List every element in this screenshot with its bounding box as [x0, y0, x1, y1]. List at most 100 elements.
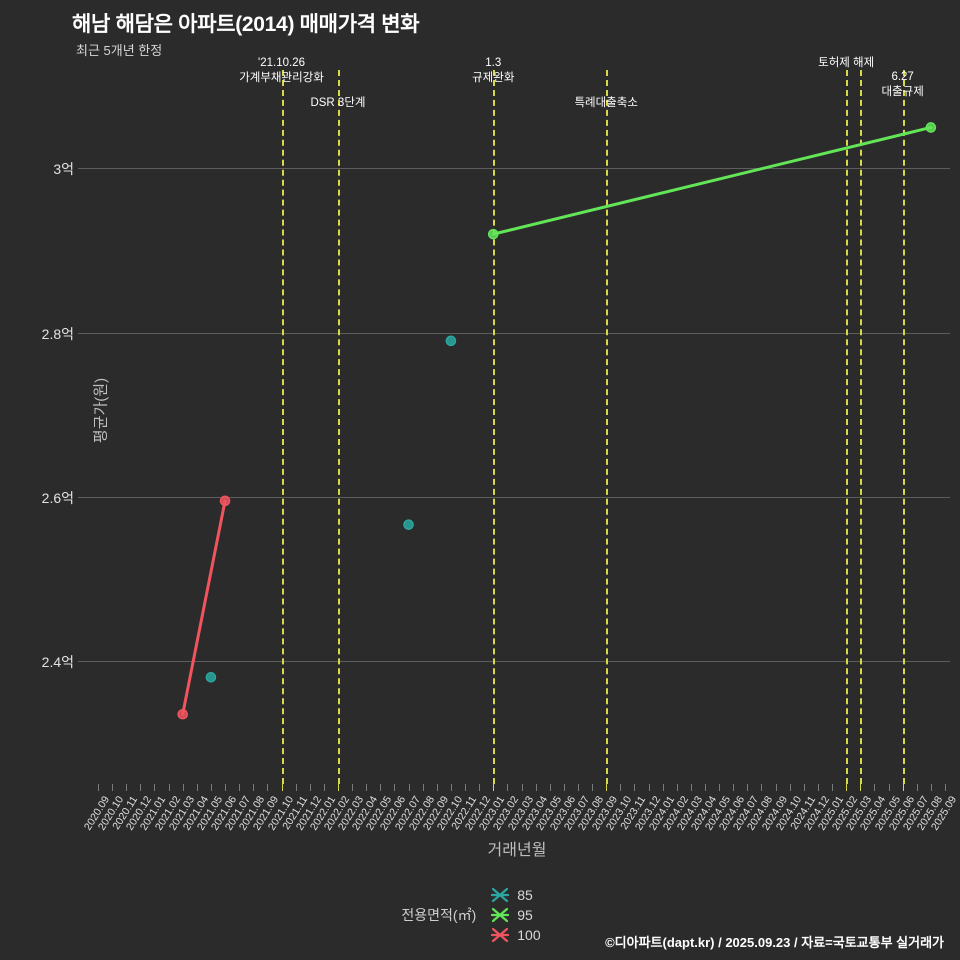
x-axis-tick-mark	[140, 784, 142, 791]
event-line	[281, 70, 284, 784]
x-axis-tick-mark	[620, 784, 622, 791]
legend-marker-icon	[491, 907, 510, 923]
event-label-text: DSR 3단계	[310, 97, 366, 109]
x-axis-tick-mark	[154, 784, 156, 791]
x-axis-tick-mark	[719, 784, 721, 791]
x-axis-tick-mark	[323, 784, 325, 791]
y-axis-tick-mark	[78, 332, 84, 334]
x-axis-tick-mark	[337, 784, 339, 791]
event-label-text: 토허제 해제	[818, 57, 875, 69]
y-axis-tick-label: 2.4억	[41, 653, 74, 670]
event-line	[902, 70, 905, 784]
x-axis-tick-mark	[634, 784, 636, 791]
event-line	[846, 70, 849, 784]
data-point[interactable]	[925, 122, 937, 133]
x-axis-tick-mark	[408, 784, 410, 791]
event-label: 특례대출축소	[574, 96, 637, 111]
data-point[interactable]	[177, 708, 188, 720]
event-label: '21.10.26 가계부채관리강화	[239, 56, 324, 86]
data-point[interactable]	[403, 519, 414, 530]
x-axis-tick-mark	[577, 784, 579, 791]
event-label: DSR 3단계	[310, 96, 365, 111]
legend-label: 95	[517, 907, 533, 923]
gridline	[84, 168, 950, 170]
x-axis-tick-mark	[225, 784, 227, 791]
x-axis-tick-mark	[168, 784, 170, 791]
legend-items: 85 95 100	[490, 885, 558, 945]
x-axis-tick-mark	[902, 784, 904, 791]
x-axis-tick-mark	[945, 784, 946, 791]
x-axis-tick-mark	[648, 784, 650, 791]
event-label-text: 특례대출축소	[574, 97, 638, 109]
data-point[interactable]	[219, 495, 231, 507]
x-axis-tick-mark	[761, 784, 763, 791]
x-axis-tick-mark	[874, 784, 876, 791]
legend-item[interactable]: 95	[490, 905, 540, 925]
event-line	[606, 70, 609, 784]
x-axis-tick-mark	[112, 784, 114, 791]
y-axis-tick-mark	[78, 660, 84, 662]
x-axis-tick-mark	[606, 784, 608, 791]
event-label-text: 대출규제	[881, 86, 924, 98]
x-axis-tick-mark	[281, 784, 283, 791]
x-axis-tick-mark	[592, 784, 594, 791]
x-axis-tick-mark	[253, 784, 255, 791]
x-axis-tick-mark	[733, 784, 735, 791]
y-axis-tick-mark	[78, 168, 84, 170]
gridline	[84, 660, 950, 662]
event-label-date: '21.10.26	[258, 57, 305, 69]
x-axis-tick-mark	[450, 784, 452, 791]
legend-item[interactable]: 100	[490, 925, 541, 945]
x-axis-tick-mark	[295, 784, 297, 791]
x-axis-tick-mark	[352, 784, 354, 791]
x-axis-tick-mark	[817, 784, 819, 791]
x-axis-tick-mark	[380, 784, 382, 791]
x-axis-tick-mark	[210, 784, 212, 791]
event-label-text: 가계부채관리강화	[239, 72, 324, 84]
legend-label: 85	[517, 887, 533, 903]
x-axis-tick-mark	[507, 784, 509, 791]
event-line	[860, 70, 863, 784]
event-label: 1.3 규제완화	[472, 56, 514, 86]
event-label-date: 1.3	[485, 57, 502, 69]
data-point[interactable]	[487, 228, 499, 240]
series-line	[181, 499, 227, 716]
legend-label: 100	[517, 927, 541, 943]
x-axis-tick-mark	[549, 784, 551, 791]
data-point[interactable]	[445, 335, 457, 347]
event-label-date: 6.27	[891, 71, 914, 83]
x-axis-tick-mark	[436, 784, 438, 791]
event-line	[337, 70, 340, 784]
x-axis-tick-mark	[705, 784, 707, 791]
event-line	[493, 70, 496, 784]
legend-marker-icon	[491, 887, 510, 903]
legend-item[interactable]: 85	[490, 885, 540, 905]
x-axis-tick-mark	[422, 784, 424, 791]
x-axis-tick-mark	[690, 784, 692, 791]
series-line	[491, 125, 933, 236]
y-axis-tick-label: 3억	[53, 161, 74, 178]
x-axis-tick-mark	[775, 784, 777, 791]
gridline	[84, 496, 950, 498]
x-axis-tick-mark	[366, 784, 368, 791]
x-axis-tick-mark	[196, 784, 198, 791]
x-axis-tick-mark	[98, 784, 99, 791]
series-group	[177, 122, 937, 720]
legend-title: 전용면적(㎡)	[401, 907, 477, 923]
y-axis-tick-label: 2.8억	[41, 325, 74, 342]
x-axis-tick-mark	[846, 784, 848, 791]
legend: 전용면적(㎡) 85 95 100	[0, 885, 960, 945]
x-axis-tick-mark	[930, 784, 932, 791]
page-subtitle: 최근 5개년 한정	[76, 43, 163, 58]
x-axis-tick-mark	[479, 784, 481, 791]
x-axis-title: 거래년월	[487, 842, 547, 859]
data-point[interactable]	[205, 672, 217, 683]
x-axis-tick-mark	[860, 784, 862, 791]
x-axis-tick-mark	[563, 784, 565, 791]
page-title: 해남 해담은 아파트(2014) 매매가격 변화	[72, 13, 420, 36]
x-axis-tick-mark	[309, 784, 311, 791]
y-axis-tick-mark	[78, 496, 84, 498]
x-axis-tick-mark	[535, 784, 537, 791]
x-axis-tick-mark	[239, 784, 241, 791]
